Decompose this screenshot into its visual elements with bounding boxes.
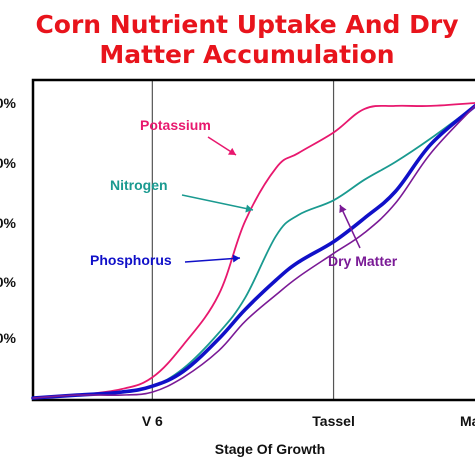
series-lines (31, 102, 475, 400)
series-arrowhead-potassium (227, 147, 236, 155)
y-tick-label: 0% (0, 155, 17, 171)
series-line-dry-matter (32, 105, 475, 399)
series-arrowhead-phosphorus (232, 254, 240, 263)
series-label-dry-matter: Dry Matter (328, 253, 398, 269)
x-tick-label-tassel: Tassel (312, 413, 355, 429)
x-tick-label-v-6: V 6 (142, 413, 163, 429)
series-line-phosphorus (31, 104, 475, 400)
series-leader-nitrogen (181, 194, 254, 211)
x-tick-labels: V 6 Tassel Ma (142, 413, 475, 429)
plot-area-frame (31, 78, 475, 402)
y-tick-label: 0% (0, 330, 17, 346)
series-label-phosphorus: Phosphorus (90, 252, 172, 268)
y-tick-label: 0% (0, 215, 17, 231)
y-tick-labels: 0% 0% 0% 0% 0% (0, 95, 17, 346)
y-tick-label: 0% (0, 95, 17, 111)
series-label-potassium: Potassium (140, 117, 211, 133)
chart-title-line-2: Matter Accumulation (99, 40, 394, 69)
series-label-nitrogen: Nitrogen (110, 177, 168, 193)
y-tick-label: 0% (0, 274, 17, 290)
series-labels: Potassium Nitrogen Phosphorus Dry Matter (90, 117, 398, 269)
x-axis-title: Stage Of Growth (215, 441, 325, 457)
x-tick-label-ma: Ma (460, 413, 475, 429)
series-arrowhead-nitrogen (245, 204, 253, 213)
series-leader-phosphorus (184, 257, 241, 263)
chart-title-line-1: Corn Nutrient Uptake And Dry (35, 10, 458, 39)
series-line-potassium (32, 102, 475, 399)
series-leader-dry-matter (339, 204, 361, 249)
series-arrowhead-dry-matter (339, 205, 347, 214)
